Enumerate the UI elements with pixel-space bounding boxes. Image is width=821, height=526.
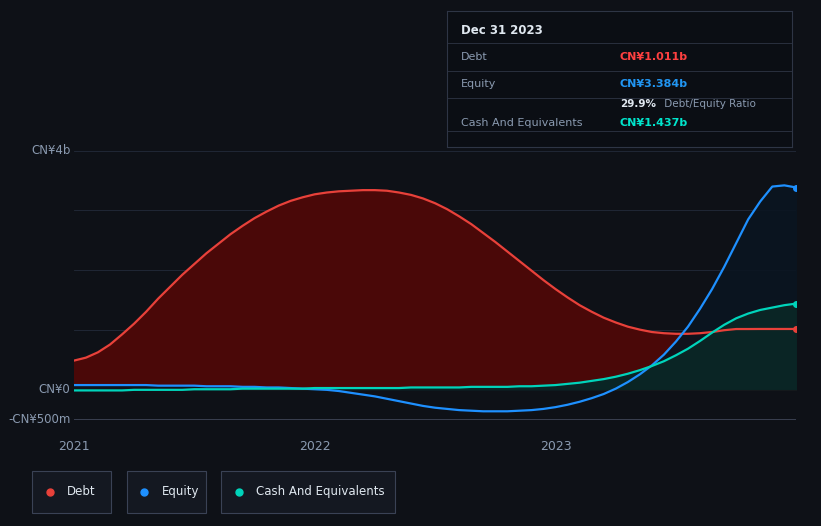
Text: Cash And Equivalents: Cash And Equivalents	[256, 485, 385, 498]
FancyBboxPatch shape	[32, 471, 111, 513]
FancyBboxPatch shape	[222, 471, 395, 513]
Text: CN¥3.384b: CN¥3.384b	[620, 79, 688, 89]
Text: Equity: Equity	[162, 485, 199, 498]
Text: CN¥1.011b: CN¥1.011b	[620, 52, 688, 62]
Text: Equity: Equity	[461, 79, 497, 89]
Text: CN¥4b: CN¥4b	[31, 144, 71, 157]
FancyBboxPatch shape	[126, 471, 205, 513]
Text: CN¥0: CN¥0	[39, 383, 71, 396]
Text: CN¥1.437b: CN¥1.437b	[620, 118, 688, 128]
Text: Dec 31 2023: Dec 31 2023	[461, 24, 543, 37]
Text: Debt: Debt	[67, 485, 95, 498]
Text: Cash And Equivalents: Cash And Equivalents	[461, 118, 583, 128]
Text: Debt/Equity Ratio: Debt/Equity Ratio	[661, 98, 756, 108]
Text: -CN¥500m: -CN¥500m	[8, 412, 71, 426]
Text: 29.9%: 29.9%	[620, 98, 656, 108]
Text: Debt: Debt	[461, 52, 488, 62]
